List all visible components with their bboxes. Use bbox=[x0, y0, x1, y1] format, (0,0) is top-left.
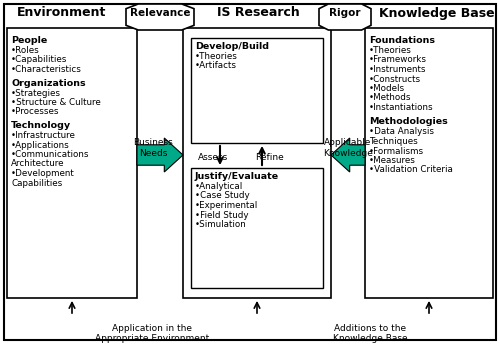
Text: •Capabilities: •Capabilities bbox=[11, 55, 68, 65]
Text: •Formalisms: •Formalisms bbox=[369, 146, 424, 156]
Text: •Frameworks: •Frameworks bbox=[369, 55, 427, 65]
Text: IS Research: IS Research bbox=[216, 6, 300, 19]
Text: Application in the
Appropriate Environment: Application in the Appropriate Environme… bbox=[95, 324, 209, 343]
Text: •Characteristics: •Characteristics bbox=[11, 65, 82, 74]
Text: •Artifacts: •Artifacts bbox=[195, 61, 237, 71]
Text: Methodologies: Methodologies bbox=[369, 118, 448, 126]
Text: Applicable
Knowledge: Applicable Knowledge bbox=[323, 138, 373, 158]
Text: •Processes: •Processes bbox=[11, 108, 60, 116]
Text: •Simulation: •Simulation bbox=[195, 220, 247, 229]
Text: •Methods: •Methods bbox=[369, 94, 412, 102]
Text: •Measures: •Measures bbox=[369, 156, 416, 165]
Text: Assess: Assess bbox=[198, 152, 228, 162]
Text: Technology: Technology bbox=[11, 121, 71, 130]
Text: •Experimental: •Experimental bbox=[195, 201, 258, 210]
Text: Capabilities: Capabilities bbox=[11, 179, 62, 187]
Text: •Case Study: •Case Study bbox=[195, 191, 250, 201]
Text: •Instantiations: •Instantiations bbox=[369, 103, 434, 112]
Text: Rigor: Rigor bbox=[329, 8, 361, 18]
Text: •Theories: •Theories bbox=[369, 46, 412, 55]
Text: •Applications: •Applications bbox=[11, 140, 70, 150]
Text: •Strategies: •Strategies bbox=[11, 89, 61, 97]
Polygon shape bbox=[319, 4, 371, 30]
Text: Develop/Build: Develop/Build bbox=[195, 42, 269, 51]
Text: Architecture: Architecture bbox=[11, 160, 64, 168]
Text: •Structure & Culture: •Structure & Culture bbox=[11, 98, 101, 107]
Text: •Data Analysis: •Data Analysis bbox=[369, 127, 434, 137]
Text: Relevance: Relevance bbox=[130, 8, 190, 18]
Text: •Validation Criteria: •Validation Criteria bbox=[369, 166, 453, 174]
Text: •Theories: •Theories bbox=[195, 52, 238, 61]
Bar bbox=[183, 28, 331, 298]
Text: •Field Study: •Field Study bbox=[195, 210, 248, 220]
Text: •Constructs: •Constructs bbox=[369, 74, 421, 84]
Text: •Analytical: •Analytical bbox=[195, 182, 243, 191]
Text: •Infrastructure: •Infrastructure bbox=[11, 131, 76, 140]
Text: Environment: Environment bbox=[18, 6, 106, 19]
Text: •Roles: •Roles bbox=[11, 46, 40, 55]
Text: Techniques: Techniques bbox=[369, 137, 418, 146]
Polygon shape bbox=[331, 138, 365, 172]
Text: People: People bbox=[11, 36, 47, 45]
Text: •Instruments: •Instruments bbox=[369, 65, 426, 74]
Text: Knowledge Base: Knowledge Base bbox=[379, 6, 495, 19]
Bar bbox=[7, 28, 137, 298]
Bar bbox=[191, 168, 323, 288]
Text: •Communications: •Communications bbox=[11, 150, 90, 159]
Bar bbox=[191, 38, 323, 143]
Text: Foundations: Foundations bbox=[369, 36, 435, 45]
Text: Refine: Refine bbox=[256, 152, 284, 162]
Text: •Models: •Models bbox=[369, 84, 405, 93]
Bar bbox=[365, 28, 493, 298]
Text: Additions to the
Knowledge Base: Additions to the Knowledge Base bbox=[332, 324, 407, 343]
Text: Justify/Evaluate: Justify/Evaluate bbox=[195, 172, 279, 181]
Polygon shape bbox=[126, 4, 194, 30]
Text: Organizations: Organizations bbox=[11, 78, 86, 88]
Text: Business
Needs: Business Needs bbox=[133, 138, 173, 158]
Text: •Development: •Development bbox=[11, 169, 75, 178]
Polygon shape bbox=[137, 138, 183, 172]
